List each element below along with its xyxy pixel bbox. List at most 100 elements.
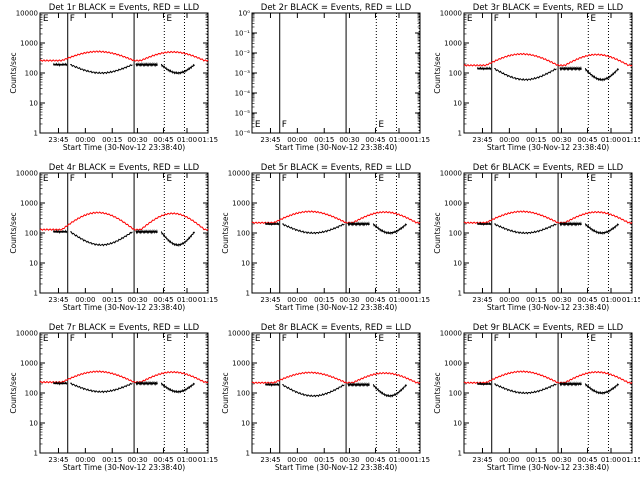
x-axis-label: Start Time (30-Nov-12 23:38:40) bbox=[275, 463, 397, 472]
lld-rate-curve bbox=[463, 370, 633, 385]
panel-det-7: Det 7r BLACK = Events, RED = LLD 1 10 100 10… bbox=[9, 323, 218, 472]
lld-rate-curve bbox=[39, 370, 209, 384]
event-marker-f: F bbox=[282, 174, 287, 184]
y-tick-label: 1000 bbox=[444, 200, 462, 208]
x-tick-label: 00:15 bbox=[314, 456, 334, 464]
panel-det-1: Det 1r BLACK = Events, RED = LLD 1 10 100 10… bbox=[9, 3, 218, 152]
y-tick-label: 100 bbox=[449, 230, 462, 238]
x-tick-label: 00:45 bbox=[365, 296, 385, 304]
y-tick-label: 1000 bbox=[20, 40, 38, 48]
y-tick-label: 1 bbox=[246, 450, 250, 458]
event-marker-e: E bbox=[467, 14, 473, 24]
y-axis-label: Counts/sec bbox=[433, 372, 442, 413]
x-tick-label: 00:45 bbox=[153, 296, 173, 304]
event-marker-e: E bbox=[467, 334, 473, 344]
panel-det-2: Det 2r BLACK = Events, RED = LLD 10⁻⁶ 10⁻⁵… bbox=[235, 3, 431, 152]
event-rate-curve bbox=[494, 383, 557, 395]
event-rate-curve bbox=[135, 229, 158, 235]
panel-title: Det 7r BLACK = Events, RED = LLD bbox=[49, 323, 200, 333]
y-tick-label: 10000 bbox=[228, 170, 250, 178]
event-rate-curve bbox=[70, 63, 133, 75]
y-axis-label: Counts/sec bbox=[433, 52, 442, 93]
y-tick-label: 1000 bbox=[20, 360, 38, 368]
x-axis-label: Start Time (30-Nov-12 23:38:40) bbox=[487, 143, 609, 152]
y-tick-label: 10000 bbox=[16, 170, 38, 178]
event-marker-f: F bbox=[70, 14, 75, 24]
y-axis-label: Counts/sec bbox=[9, 372, 18, 413]
x-tick-label: 23:45 bbox=[260, 296, 280, 304]
panel-det-8: Det 8r BLACK = Events, RED = LLD 1 10 100 10… bbox=[221, 323, 430, 472]
y-tick-label: 100 bbox=[25, 230, 38, 238]
y-tick-label: 1000 bbox=[232, 200, 250, 208]
event-marker-e: E bbox=[378, 120, 384, 130]
y-tick-label: 100 bbox=[449, 390, 462, 398]
panel-title: Det 1r BLACK = Events, RED = LLD bbox=[49, 3, 200, 13]
x-tick-label: 01:00 bbox=[389, 136, 409, 144]
y-tick-label: 1 bbox=[458, 450, 462, 458]
y-tick-label: 10000 bbox=[16, 330, 38, 338]
panel-title: Det 4r BLACK = Events, RED = LLD bbox=[49, 163, 200, 173]
event-rate-curve bbox=[584, 223, 619, 235]
x-tick-label: 00:30 bbox=[127, 456, 147, 464]
event-rate-curve bbox=[347, 381, 370, 388]
y-tick-label: 1000 bbox=[444, 40, 462, 48]
panel-det-9: Det 9r BLACK = Events, RED = LLD 1 10 100 10… bbox=[433, 323, 640, 472]
panel-title: Det 2r BLACK = Events, RED = LLD bbox=[261, 3, 412, 13]
lld-rate-curve bbox=[39, 50, 209, 62]
event-rate-curve bbox=[372, 223, 407, 235]
event-rate-curve bbox=[160, 231, 196, 248]
x-tick-label: 00:15 bbox=[526, 456, 546, 464]
y-tick-label: 1000 bbox=[232, 360, 250, 368]
y-tick-label: 10 bbox=[453, 420, 462, 428]
panel-title: Det 3r BLACK = Events, RED = LLD bbox=[473, 3, 624, 13]
event-marker-f: F bbox=[494, 14, 499, 24]
y-tick-label: 1 bbox=[34, 130, 38, 138]
y-axis-label: Counts/sec bbox=[9, 52, 18, 93]
event-rate-curve bbox=[585, 67, 620, 82]
y-tick-label: 1000 bbox=[20, 200, 38, 208]
plot-frame bbox=[251, 12, 421, 134]
lld-rate-curve bbox=[463, 210, 633, 225]
panel-det-3: Det 3r BLACK = Events, RED = LLD 1 10 100 10… bbox=[433, 3, 640, 152]
y-tick-label: 10⁻³ bbox=[235, 70, 251, 78]
event-marker-e: E bbox=[467, 174, 473, 184]
x-tick-label: 00:30 bbox=[339, 136, 359, 144]
x-axis-label: Start Time (30-Nov-12 23:38:40) bbox=[275, 143, 397, 152]
y-tick-label: 10000 bbox=[440, 170, 462, 178]
event-rate-curve bbox=[559, 221, 582, 227]
x-tick-label: 01:00 bbox=[389, 296, 409, 304]
event-marker-e: E bbox=[590, 174, 596, 184]
plot-frame bbox=[463, 332, 633, 454]
event-rate-curve bbox=[476, 381, 492, 387]
x-tick-label: 01:00 bbox=[177, 456, 197, 464]
event-marker-f: F bbox=[70, 334, 75, 344]
y-tick-label: 10⁻⁴ bbox=[235, 90, 251, 98]
x-axis-label: Start Time (30-Nov-12 23:38:40) bbox=[275, 303, 397, 312]
event-marker-e: E bbox=[166, 334, 172, 344]
x-tick-label: 00:30 bbox=[551, 296, 571, 304]
y-tick-label: 10000 bbox=[440, 10, 462, 18]
plot-frame bbox=[463, 172, 633, 294]
y-tick-label: 1 bbox=[34, 290, 38, 298]
x-tick-label: 01:15 bbox=[198, 456, 218, 464]
y-tick-label: 1000 bbox=[444, 360, 462, 368]
panel-title: Det 5r BLACK = Events, RED = LLD bbox=[261, 163, 412, 173]
x-tick-label: 23:45 bbox=[48, 136, 68, 144]
x-tick-label: 00:15 bbox=[314, 296, 334, 304]
y-tick-label: 10 bbox=[29, 260, 38, 268]
x-tick-label: 00:30 bbox=[339, 296, 359, 304]
x-tick-label: 00:00 bbox=[499, 136, 519, 144]
event-rate-curve bbox=[135, 61, 158, 68]
y-tick-label: 1 bbox=[458, 290, 462, 298]
event-rate-curve bbox=[135, 380, 158, 386]
x-tick-label: 00:30 bbox=[339, 456, 359, 464]
x-tick-label: 01:00 bbox=[601, 296, 621, 304]
y-tick-label: 100 bbox=[237, 230, 250, 238]
x-tick-label: 23:45 bbox=[260, 456, 280, 464]
y-tick-label: 1 bbox=[458, 130, 462, 138]
y-tick-label: 100 bbox=[25, 390, 38, 398]
event-rate-curve bbox=[52, 62, 68, 68]
y-tick-label: 10 bbox=[29, 100, 38, 108]
x-tick-label: 23:45 bbox=[48, 456, 68, 464]
y-tick-label: 10000 bbox=[228, 330, 250, 338]
